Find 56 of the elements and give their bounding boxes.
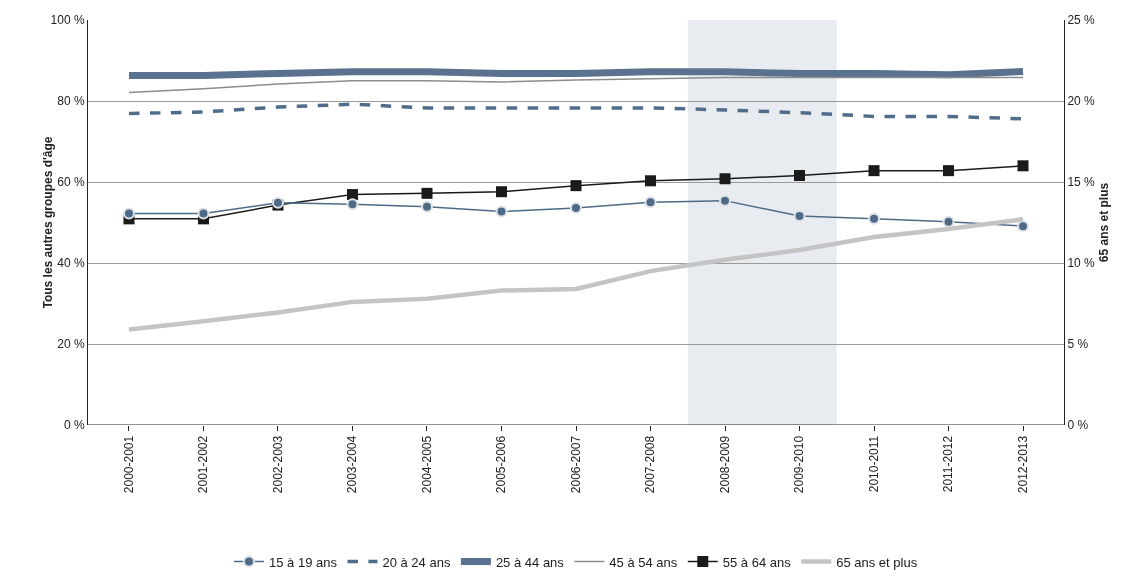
point	[868, 212, 881, 225]
x-tick-label: 2007-2008	[643, 435, 658, 494]
y-axis-title: Tous les autres groupes d'âge	[41, 136, 56, 309]
point	[719, 194, 732, 207]
y-tick-label: 40 %	[57, 256, 85, 271]
x-tick-label: 2001-2002	[196, 435, 211, 494]
y2-tick-label: 15 %	[1067, 175, 1096, 190]
point	[943, 165, 955, 177]
x-tick-label: 2012-2013	[1015, 435, 1030, 494]
point	[942, 215, 955, 228]
point	[645, 175, 656, 187]
point	[1017, 220, 1030, 233]
point	[495, 205, 508, 218]
point	[793, 210, 806, 223]
legend-label: 15 à 19 ans	[269, 554, 338, 570]
y-tick-label: 20 %	[57, 337, 85, 352]
y2-tick-label: 0 %	[1067, 418, 1089, 433]
point	[420, 200, 433, 213]
point	[644, 196, 657, 209]
point	[868, 165, 880, 177]
point	[719, 173, 731, 185]
x-tick-label: 2011-2012	[941, 435, 956, 493]
y-tick-label: 80 %	[57, 94, 85, 109]
x-tick-label: 2000-2001	[121, 435, 136, 494]
point	[1017, 160, 1029, 172]
point	[794, 170, 806, 182]
y2-tick-label: 25 %	[1067, 13, 1096, 28]
x-tick-label: 2008-2009	[717, 435, 732, 494]
y2-tick-label: 5 %	[1067, 337, 1089, 352]
y2-axis-title: 65 ans et plus	[1097, 182, 1112, 263]
x-tick-label: 2010-2011	[866, 435, 881, 493]
x-tick-label: 2006-2007	[568, 435, 583, 494]
x-tick-label: 2002-2003	[270, 435, 285, 494]
legend-label: 55 à 64 ans	[722, 554, 792, 570]
point	[122, 207, 135, 220]
point	[346, 189, 358, 201]
y-tick-label: 100 %	[50, 13, 85, 28]
x-tick-label: 2003-2004	[345, 435, 360, 494]
point	[570, 201, 582, 214]
legend-label: 25 à 44 ans	[495, 554, 565, 570]
y-tick-label: 60 %	[57, 175, 85, 190]
legend-label: 20 à 24 ans	[382, 554, 451, 570]
x-tick-label: 2009-2010	[792, 435, 807, 494]
point	[421, 187, 433, 199]
x-tick-label: 2004-2005	[419, 435, 434, 494]
legend-label: 45 à 54 ans	[609, 554, 678, 570]
y2-tick-label: 10 %	[1067, 256, 1096, 271]
y2-tick-label: 20 %	[1067, 94, 1096, 109]
point	[496, 186, 507, 198]
x-tick-label: 2005-2006	[494, 435, 509, 494]
line-series	[128, 76, 1024, 94]
point	[197, 207, 210, 220]
legend-label: 65 ans et plus	[836, 554, 918, 570]
point	[346, 198, 359, 211]
point	[570, 180, 582, 192]
y-tick-label: 0 %	[63, 418, 85, 433]
